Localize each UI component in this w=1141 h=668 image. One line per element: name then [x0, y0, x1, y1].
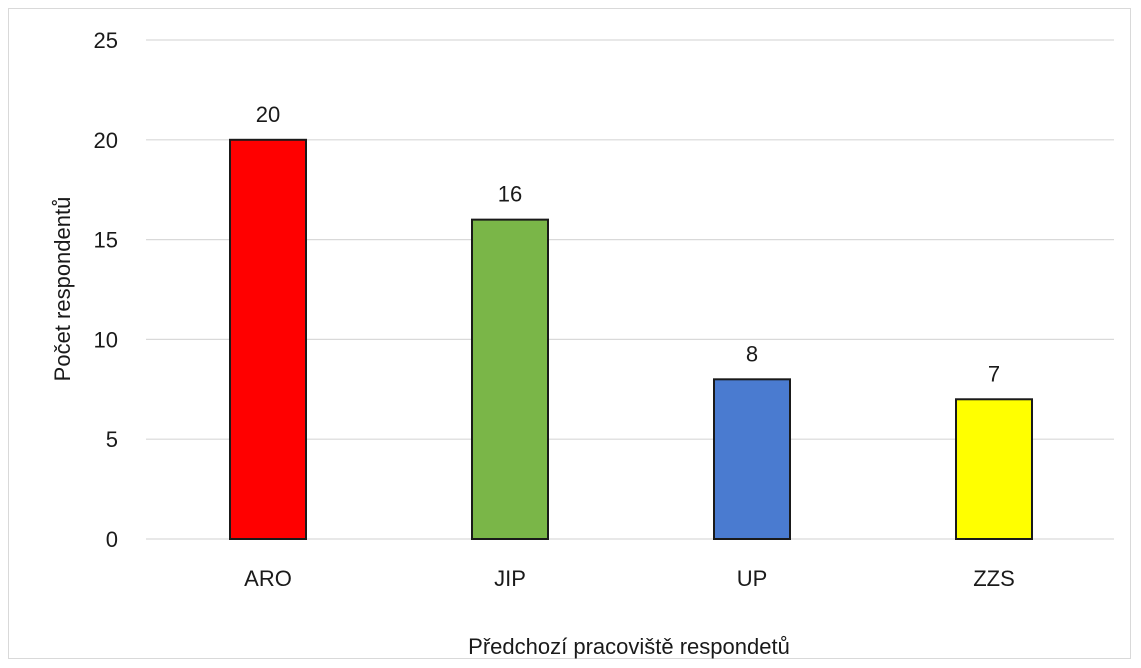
data-label-up: 8 — [746, 341, 758, 366]
gridlines — [146, 39, 1114, 540]
bars — [229, 138, 1033, 541]
x-tick-label-jip: JIP — [494, 566, 526, 591]
y-tick-label: 5 — [106, 427, 118, 452]
y-tick-label: 0 — [106, 527, 118, 552]
bar-up — [713, 378, 791, 540]
y-tick-label: 10 — [94, 327, 118, 352]
data-label-aro: 20 — [256, 102, 280, 127]
y-tick-label: 25 — [94, 28, 118, 53]
x-tick-label-zzs: ZZS — [973, 566, 1015, 591]
data-label-zzs: 7 — [988, 361, 1000, 386]
bar-zzs — [955, 398, 1033, 540]
y-tick-label: 15 — [94, 228, 118, 253]
bar-aro — [229, 138, 307, 541]
bar-jip — [471, 218, 549, 540]
data-label-jip: 16 — [498, 182, 522, 207]
x-axis-ticks: ARO JIP UP ZZS — [244, 566, 1015, 591]
data-labels: 20 16 8 7 — [256, 102, 1000, 386]
y-axis-ticks: 0 5 10 15 20 25 — [94, 28, 118, 552]
x-tick-label-up: UP — [737, 566, 768, 591]
chart-frame — [8, 8, 1131, 659]
y-tick-label: 20 — [94, 128, 118, 153]
y-axis-title: Počet respondentů — [50, 197, 75, 382]
x-tick-label-aro: ARO — [244, 566, 292, 591]
x-axis-title: Předchozí pracoviště respondetů — [468, 634, 790, 659]
